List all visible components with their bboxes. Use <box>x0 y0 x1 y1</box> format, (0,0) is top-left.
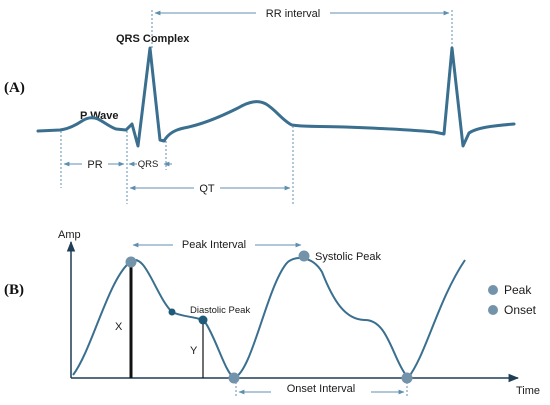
qt-label-bg <box>194 180 220 194</box>
systolic-peak-dot <box>298 250 310 262</box>
x-amplitude-label: X <box>115 321 123 333</box>
qrs-complex-label: QRS Complex <box>116 33 190 45</box>
rr-interval-label: RR interval <box>266 8 320 20</box>
systolic-peak-label: Systolic Peak <box>315 251 382 263</box>
panel-a-label: (A) <box>4 80 25 96</box>
panel-b-label: (B) <box>4 282 24 298</box>
panel-a: (A) RR interval QRS Complex P Wave PR QR… <box>4 5 516 204</box>
peak-interval-label-bg <box>173 236 255 250</box>
pr-label: PR <box>87 159 102 171</box>
ppg-waveform <box>72 257 466 379</box>
y-axis-label: Amp <box>58 229 81 241</box>
qt-label: QT <box>199 183 215 195</box>
x-axis-label: Time <box>516 385 540 397</box>
onset-interval-label: Onset Interval <box>287 383 355 395</box>
panel-b: (B) Amp Time Peak Interval X Y Onset Int… <box>4 229 540 398</box>
onset-interval-label-bg <box>271 381 371 395</box>
diastolic-peak-dot <box>198 315 208 325</box>
legend: Peak Onset <box>488 283 537 317</box>
rr-label-bg <box>256 5 330 19</box>
legend-peak-label: Peak <box>504 283 532 297</box>
peak-interval-label: Peak Interval <box>182 239 246 251</box>
onset-legend-dot <box>488 305 498 315</box>
ecg-waveform <box>36 46 516 148</box>
diastolic-peak-label: Diastolic Peak <box>190 305 250 316</box>
qrs-label: QRS <box>138 159 159 170</box>
pr-label-bg <box>82 156 108 170</box>
diastolic-notch-dot <box>168 308 176 316</box>
peak-legend-dot <box>488 285 498 295</box>
first-onset-dot <box>228 372 240 384</box>
first-peak-dot <box>125 256 137 268</box>
second-onset-dot <box>401 372 413 384</box>
y-amplitude-label: Y <box>190 345 198 357</box>
legend-onset-label: Onset <box>504 303 537 317</box>
